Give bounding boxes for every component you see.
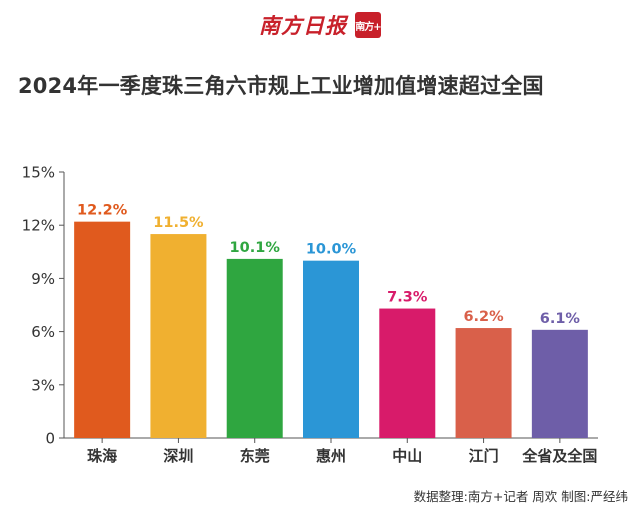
y-tick-label: 15% bbox=[22, 164, 55, 182]
x-tick-label: 惠州 bbox=[316, 447, 346, 465]
x-tick-label: 中山 bbox=[392, 447, 422, 465]
bar-value-label: 10.0% bbox=[306, 242, 357, 258]
bar-value-label: 6.1% bbox=[540, 311, 581, 327]
newspaper-logo-icon: 南方+ bbox=[355, 12, 382, 38]
source-credit: 数据整理:南方+记者 周欢 制图:严经纬 bbox=[413, 489, 628, 504]
bar-value-label: 10.1% bbox=[230, 240, 281, 256]
bar-value-label: 6.2% bbox=[463, 309, 504, 325]
y-tick-label: 9% bbox=[31, 270, 55, 288]
y-tick-label: 6% bbox=[31, 323, 55, 341]
bar bbox=[303, 260, 359, 438]
y-tick-label: 0 bbox=[45, 430, 55, 448]
bar-value-label: 12.2% bbox=[77, 203, 128, 219]
x-tick-label: 江门 bbox=[469, 447, 499, 465]
bar bbox=[455, 328, 512, 438]
x-tick-label: 东莞 bbox=[240, 447, 270, 465]
bar-value-label: 11.5% bbox=[153, 215, 204, 231]
x-tick-label: 珠海 bbox=[87, 447, 117, 465]
bar bbox=[379, 308, 436, 438]
bar-chart: 0 3% 6% 9% 12% 15% 12.2% 珠海 11.5% 深圳 10.1% 东莞 10.0% 惠… bbox=[22, 164, 598, 465]
masthead: 南方日报 南方+ bbox=[0, 8, 640, 42]
y-tick-label: 3% bbox=[31, 376, 55, 394]
y-tick-label: 12% bbox=[22, 217, 55, 235]
x-tick-label: 全省及全国 bbox=[521, 447, 597, 465]
x-tick-label: 深圳 bbox=[163, 447, 193, 465]
chart-title: 2024年一季度珠三角六市规上工业增加值增速超过全国 bbox=[18, 74, 544, 98]
bar bbox=[531, 329, 588, 438]
bar bbox=[150, 234, 207, 438]
bar-value-label: 7.3% bbox=[387, 290, 428, 306]
bar bbox=[226, 258, 283, 438]
masthead-name: 南方日报 bbox=[259, 13, 347, 38]
bar bbox=[74, 221, 131, 438]
